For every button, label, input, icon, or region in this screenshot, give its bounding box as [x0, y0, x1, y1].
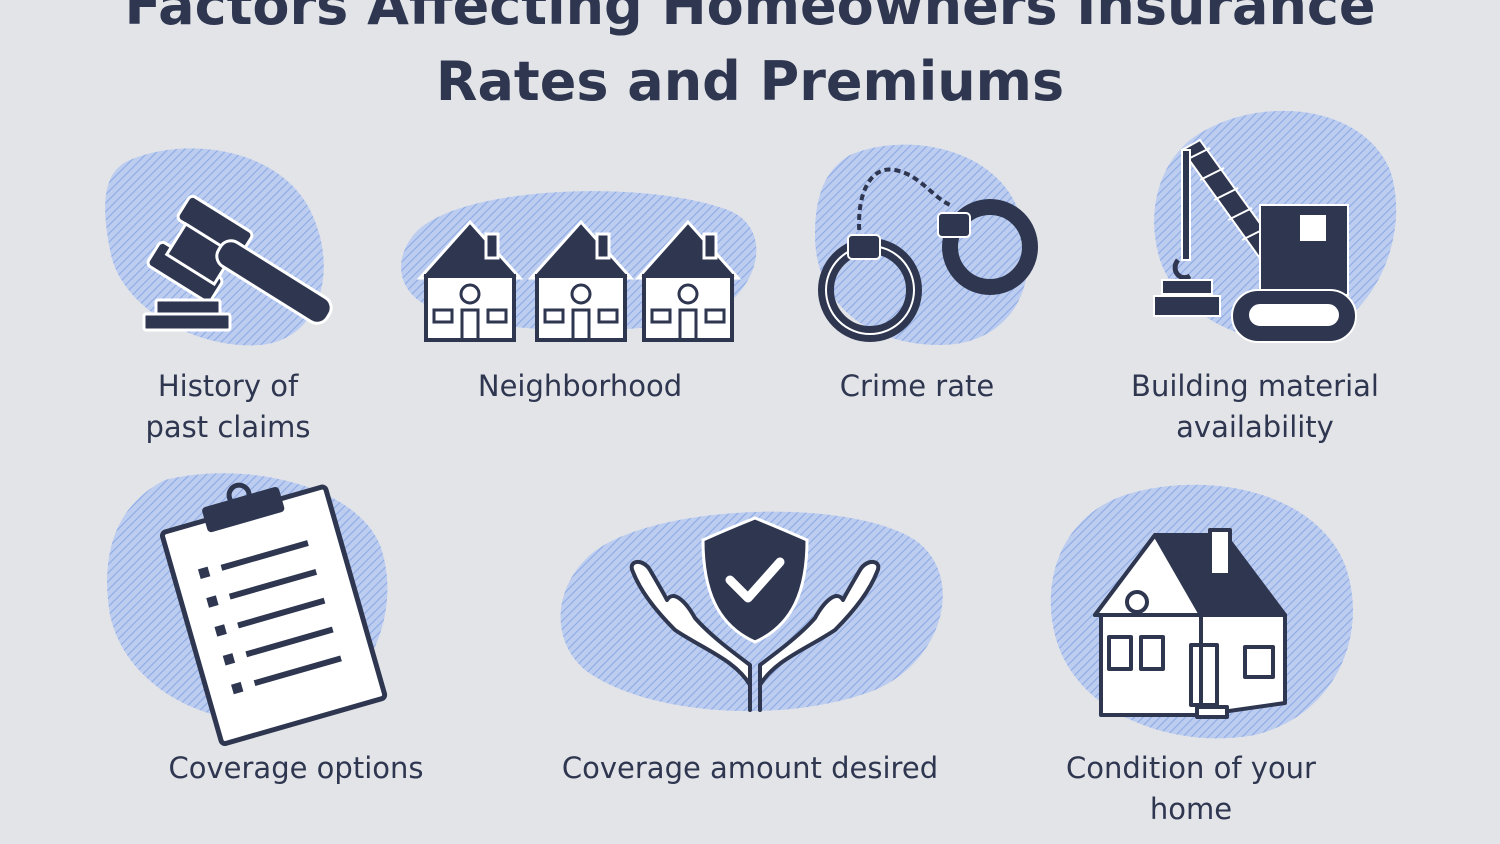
blob-background	[815, 144, 1029, 345]
factor-label-line1: Crime rate	[839, 369, 995, 403]
factor-label-line1: History of	[157, 369, 299, 403]
factor-label-line1: Coverage options	[168, 751, 424, 785]
factor-label-line2: past claims	[145, 410, 311, 444]
title-line-1: Factors Affecting Homeowners Insurance	[124, 0, 1376, 37]
gavel-icon	[105, 148, 333, 346]
handcuffs-icon	[815, 144, 1038, 345]
title-line-2: Rates and Premiums	[435, 50, 1065, 113]
factor-label-line1: Building material	[1131, 369, 1379, 403]
factor-label-line1: Condition of your home	[1066, 751, 1316, 826]
houses-icon	[401, 191, 757, 342]
crane-icon	[1153, 110, 1397, 343]
factor-label-line1: Neighborhood	[477, 369, 683, 403]
clipboard-icon	[107, 473, 388, 747]
page-title: Factors Affecting Homeowners Insurance R…	[0, 0, 1500, 120]
factor-label-line2: availability	[1176, 410, 1334, 444]
hands-shield-icon	[560, 511, 943, 712]
house-icon	[1050, 484, 1353, 739]
factor-label-line1: Coverage amount desired	[561, 751, 939, 785]
